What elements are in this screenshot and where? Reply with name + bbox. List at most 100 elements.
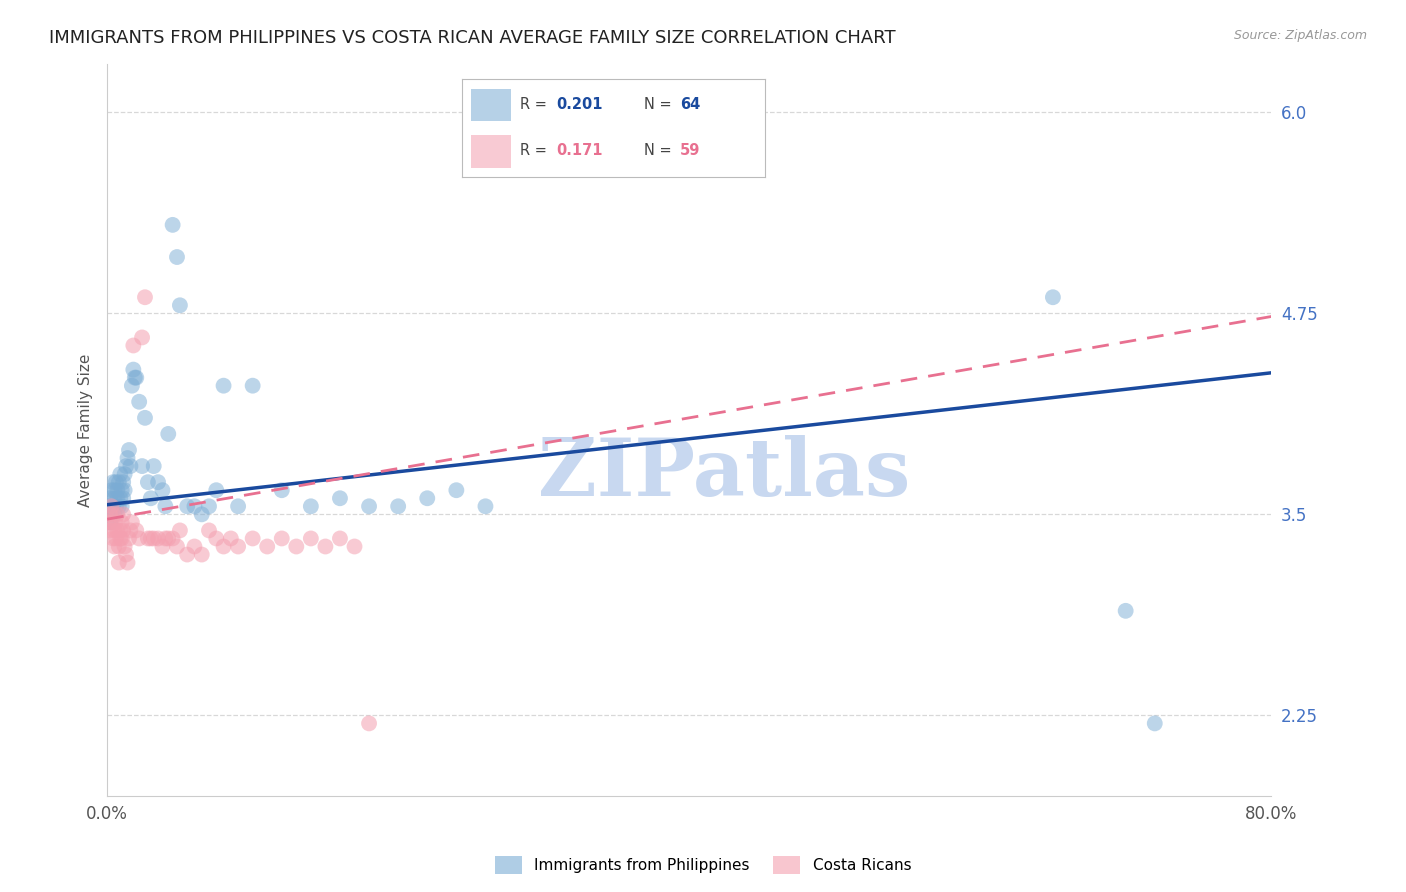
- Point: [107, 475, 129, 490]
- Point: [128, 532, 150, 546]
- Point: [155, 532, 177, 546]
- Point: [212, 540, 235, 554]
- Point: [115, 548, 138, 562]
- Point: [101, 532, 124, 546]
- Point: [110, 467, 132, 482]
- Point: [169, 298, 191, 312]
- Point: [105, 508, 128, 522]
- Point: [98, 508, 121, 522]
- Point: [176, 500, 198, 514]
- Point: [329, 532, 352, 546]
- Point: [299, 500, 322, 514]
- Point: [105, 491, 128, 506]
- Point: [139, 532, 162, 546]
- Point: [104, 532, 127, 546]
- Point: [105, 483, 128, 498]
- Point: [110, 532, 132, 546]
- Point: [101, 508, 124, 522]
- Point: [226, 500, 249, 514]
- Point: [176, 548, 198, 562]
- Point: [97, 500, 120, 514]
- Point: [131, 330, 153, 344]
- Point: [100, 500, 122, 514]
- Point: [112, 524, 135, 538]
- Point: [152, 483, 174, 498]
- Point: [100, 516, 122, 530]
- Point: [131, 459, 153, 474]
- Point: [198, 500, 221, 514]
- Point: [125, 370, 148, 384]
- Point: [387, 500, 409, 514]
- Point: [205, 532, 228, 546]
- Point: [190, 548, 212, 562]
- Point: [183, 540, 205, 554]
- Point: [114, 467, 136, 482]
- Point: [117, 556, 139, 570]
- Point: [226, 540, 249, 554]
- Point: [416, 491, 439, 506]
- Point: [122, 362, 145, 376]
- Point: [104, 475, 127, 490]
- Point: [256, 540, 278, 554]
- Point: [105, 524, 128, 538]
- Point: [146, 532, 169, 546]
- Point: [136, 532, 159, 546]
- Point: [1115, 604, 1137, 618]
- Point: [111, 483, 134, 498]
- Point: [155, 500, 177, 514]
- Point: [124, 370, 146, 384]
- Point: [103, 540, 125, 554]
- Point: [134, 410, 156, 425]
- Point: [285, 540, 308, 554]
- Point: [100, 483, 122, 498]
- Point: [111, 532, 134, 546]
- Point: [166, 250, 188, 264]
- Point: [329, 491, 352, 506]
- Point: [118, 442, 141, 457]
- Point: [98, 491, 121, 506]
- Point: [98, 524, 121, 538]
- Point: [219, 532, 242, 546]
- Point: [190, 508, 212, 522]
- Point: [121, 516, 143, 530]
- Point: [97, 516, 120, 530]
- Point: [198, 524, 221, 538]
- Point: [114, 483, 136, 498]
- Point: [142, 532, 165, 546]
- Point: [205, 483, 228, 498]
- Point: [1143, 716, 1166, 731]
- Point: [112, 491, 135, 506]
- Point: [446, 483, 468, 498]
- Point: [357, 500, 380, 514]
- Point: [125, 524, 148, 538]
- Point: [110, 524, 132, 538]
- Point: [121, 378, 143, 392]
- Text: Source: ZipAtlas.com: Source: ZipAtlas.com: [1233, 29, 1367, 42]
- Point: [103, 524, 125, 538]
- Point: [183, 500, 205, 514]
- Legend: Immigrants from Philippines, Costa Ricans: Immigrants from Philippines, Costa Rican…: [489, 850, 917, 880]
- Point: [146, 475, 169, 490]
- Point: [212, 378, 235, 392]
- Point: [136, 475, 159, 490]
- Point: [103, 508, 125, 522]
- Point: [120, 524, 142, 538]
- Point: [343, 540, 366, 554]
- Point: [114, 540, 136, 554]
- Point: [111, 516, 134, 530]
- Point: [120, 459, 142, 474]
- Point: [103, 483, 125, 498]
- Point: [157, 426, 180, 441]
- Point: [270, 532, 292, 546]
- Point: [162, 218, 184, 232]
- Point: [98, 516, 121, 530]
- Point: [166, 540, 188, 554]
- Point: [118, 532, 141, 546]
- Point: [1042, 290, 1064, 304]
- Point: [128, 394, 150, 409]
- Point: [134, 290, 156, 304]
- Point: [242, 532, 264, 546]
- Y-axis label: Average Family Size: Average Family Size: [79, 353, 93, 507]
- Point: [104, 516, 127, 530]
- Point: [107, 500, 129, 514]
